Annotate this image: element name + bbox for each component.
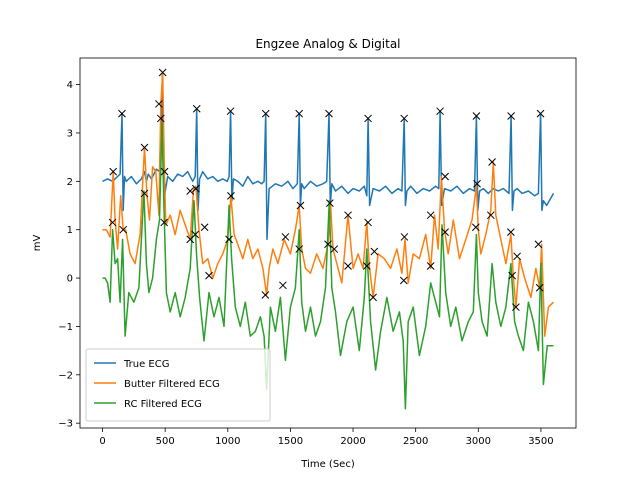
peak-marker [441,228,449,236]
y-tick-label: 0 [67,274,73,285]
y-tick-label: 4 [67,80,73,91]
peak-marker [400,114,409,123]
peak-marker [226,107,235,116]
peak-marker [200,223,209,232]
peak-marker [436,107,444,116]
chart-title: Engzee Analog & Digital [255,37,400,51]
peak-marker [508,271,516,280]
y-tick-label: 1 [67,225,73,236]
legend: True ECG Butter Filtered ECG RC Filtered E… [85,348,271,422]
peak-marker [441,172,449,181]
peak-marker [191,230,200,239]
peak-marker [369,293,377,302]
peak-marker [205,271,213,280]
peak-marker [160,167,169,176]
peak-marker [156,114,165,123]
x-axis-label: Time (Sec) [300,459,355,470]
x-tick-label: 1000 [215,436,240,447]
x-tick-label: 3000 [466,436,491,447]
legend-label: True ECG [123,359,169,370]
peak-marker [488,158,496,166]
peak-marker [118,109,126,118]
y-tick-label: −3 [58,419,73,430]
axes-frame [79,57,577,429]
peak-marker [536,109,545,118]
peak-marker [140,189,149,198]
peak-marker [507,228,515,236]
legend-box [85,348,271,422]
x-tick-label: 3500 [528,436,553,447]
peak-marker [186,187,195,195]
peak-marker [155,100,163,108]
peak-marker [534,240,543,249]
peak-marker [364,114,372,123]
peak-marker [261,291,270,299]
peak-marker [261,109,270,118]
peak-marker [119,225,128,234]
peak-marker [295,109,304,118]
peak-marker [507,112,515,120]
plot-area [102,68,555,410]
series-line-2 [102,122,554,410]
peak-marker [225,235,233,244]
peak-marker [473,179,481,188]
peak-marker [295,245,304,253]
peak-marker [324,240,332,249]
peak-marker [399,276,408,285]
peak-marker [512,303,520,311]
peak-marker [426,211,435,220]
peak-marker [486,211,495,220]
peak-marker [370,247,379,256]
peak-marker [108,218,117,227]
x-axis-ticks: 0 500 1000 1500 2000 2500 3000 3500 [99,428,554,447]
y-axis-label: mV [32,235,43,252]
peak-marker [344,262,352,270]
peak-marker [362,262,371,270]
peak-marker [227,191,235,200]
peak-marker [471,223,480,232]
peak-marker [160,218,169,227]
y-tick-label: −2 [58,370,73,381]
x-tick-label: 2500 [403,436,428,447]
y-axis-ticks: −3 −2 −1 0 1 2 3 4 [58,80,80,430]
x-tick-label: 0 [99,436,105,447]
peak-marker [279,281,287,290]
y-tick-label: −1 [58,322,73,333]
peak-marker [344,211,352,220]
x-tick-label: 2000 [340,436,365,447]
peak-marker [364,218,372,227]
x-tick-label: 500 [156,436,175,447]
peak-marker [400,233,409,241]
y-tick-label: 3 [67,128,73,139]
peak-marker [426,262,435,270]
peak-marker [281,233,290,241]
peak-marker [535,283,544,292]
peak-marker [192,104,201,113]
peak-marker [513,252,521,261]
peak-marker [140,143,149,152]
y-tick-label: 2 [67,177,73,188]
peak-marker [296,201,305,210]
series-line-1 [102,71,555,337]
peak-marker [330,245,339,253]
legend-label: RC Filtered ECG [124,399,202,410]
peak-marker [109,167,118,176]
peak-marker [192,184,200,193]
peak-marker [472,112,481,120]
peak-marker [325,109,333,118]
x-tick-label: 1500 [278,436,303,447]
legend-label: Butter Filtered ECG [124,379,220,390]
peak-marker [326,199,334,207]
peak-marker [158,68,167,77]
